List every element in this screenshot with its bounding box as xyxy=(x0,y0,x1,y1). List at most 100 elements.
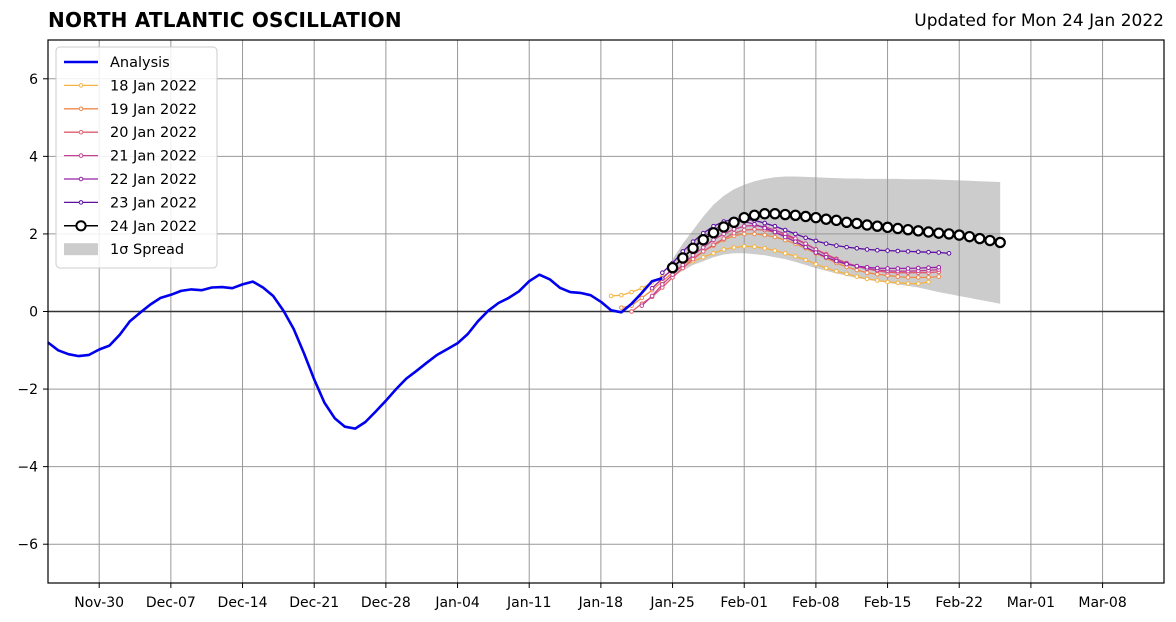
legend-swatch-marker xyxy=(75,220,87,232)
data-point xyxy=(629,309,634,314)
data-point xyxy=(813,238,819,244)
data-point xyxy=(782,251,788,256)
x-tick-label: Mar-01 xyxy=(1007,595,1055,611)
data-point xyxy=(953,229,965,241)
x-tick-label: Feb-08 xyxy=(792,595,840,611)
analysis-line xyxy=(47,273,663,430)
data-point xyxy=(864,270,870,276)
data-point xyxy=(946,251,952,256)
data-point xyxy=(762,232,767,238)
chart-title: NORTH ATLANTIC OSCILLATION xyxy=(48,8,402,32)
data-point xyxy=(875,247,880,253)
data-point xyxy=(649,285,655,291)
data-point xyxy=(936,250,942,255)
data-point xyxy=(666,261,679,274)
data-point xyxy=(834,268,839,274)
data-point xyxy=(926,275,931,280)
data-point xyxy=(881,221,894,234)
axes-layer: Nov-30 Dec-07 Dec-14 Dec-21 Dec-28 Jan-04 Jan-… xyxy=(17,39,1165,611)
updated-date: Updated for Mon 24 Jan 2022 xyxy=(914,11,1164,31)
data-point xyxy=(619,292,624,298)
legend-entry: 1σ Spread xyxy=(64,242,184,258)
data-point xyxy=(905,266,911,271)
x-tick-label: Jan-11 xyxy=(506,595,551,611)
data-point xyxy=(915,265,921,271)
data-point xyxy=(687,242,699,254)
data-point xyxy=(844,261,849,267)
data-point xyxy=(813,250,819,255)
data-point xyxy=(823,241,829,246)
data-point xyxy=(922,226,935,238)
data-point xyxy=(905,275,911,280)
data-point xyxy=(649,293,655,299)
data-point xyxy=(741,244,747,249)
forecast-series xyxy=(608,244,931,299)
data-point xyxy=(926,279,931,285)
legend-label: 18 Jan 2022 xyxy=(110,78,197,94)
x-tick-label: Jan-18 xyxy=(578,595,623,611)
data-point xyxy=(861,219,873,231)
legend-entry: 21 Jan 2022 xyxy=(64,149,197,165)
data-point xyxy=(670,272,675,277)
data-point xyxy=(728,216,740,228)
data-point xyxy=(820,213,832,225)
legend-swatch-marker xyxy=(78,200,84,205)
data-point xyxy=(772,223,778,229)
data-point xyxy=(690,256,696,262)
data-point xyxy=(885,266,890,271)
data-point xyxy=(639,285,645,291)
data-point xyxy=(851,217,863,230)
data-point xyxy=(895,266,901,271)
data-point xyxy=(762,220,767,226)
data-point xyxy=(799,210,812,223)
data-point xyxy=(608,293,614,299)
data-point xyxy=(871,220,884,232)
data-point xyxy=(741,223,747,229)
data-point xyxy=(943,228,955,240)
y-tick-label: −6 xyxy=(17,537,38,553)
data-point xyxy=(885,248,890,253)
legend-box xyxy=(55,46,218,269)
legend-label: 21 Jan 2022 xyxy=(110,149,197,165)
data-point xyxy=(803,257,808,263)
data-point xyxy=(823,254,829,260)
data-point xyxy=(793,239,798,244)
data-point xyxy=(752,221,757,227)
data-point xyxy=(677,252,689,264)
data-point xyxy=(700,254,706,260)
data-point xyxy=(741,227,747,233)
data-point xyxy=(823,265,829,271)
data-point xyxy=(707,227,720,239)
legend-entry: 22 Jan 2022 xyxy=(64,172,197,188)
data-point xyxy=(752,231,757,237)
data-point xyxy=(936,274,942,279)
data-point xyxy=(926,249,931,255)
data-point xyxy=(711,251,716,256)
legend-swatch-marker xyxy=(78,176,84,182)
data-point xyxy=(789,209,802,222)
legend-label: 22 Jan 2022 xyxy=(110,172,197,188)
legend-swatch-spread xyxy=(64,243,98,256)
data-point xyxy=(834,258,839,264)
data-point xyxy=(629,289,634,295)
data-point xyxy=(895,248,901,254)
x-tick-label: Nov-30 xyxy=(74,595,124,611)
legend-swatch-marker xyxy=(78,106,84,112)
data-point xyxy=(875,278,880,283)
data-point xyxy=(782,227,788,233)
data-point xyxy=(926,265,931,270)
data-point xyxy=(915,275,921,280)
data-point xyxy=(697,234,709,246)
data-point xyxy=(793,254,798,259)
data-point xyxy=(639,295,645,301)
data-point xyxy=(854,245,860,251)
data-point xyxy=(854,263,860,269)
data-point xyxy=(803,235,808,241)
data-point xyxy=(854,274,860,279)
legend-entry: Analysis xyxy=(64,55,170,71)
y-tick-label: 6 xyxy=(29,72,38,88)
data-point xyxy=(752,244,757,250)
series-layer xyxy=(47,208,1006,430)
data-point xyxy=(844,244,849,250)
